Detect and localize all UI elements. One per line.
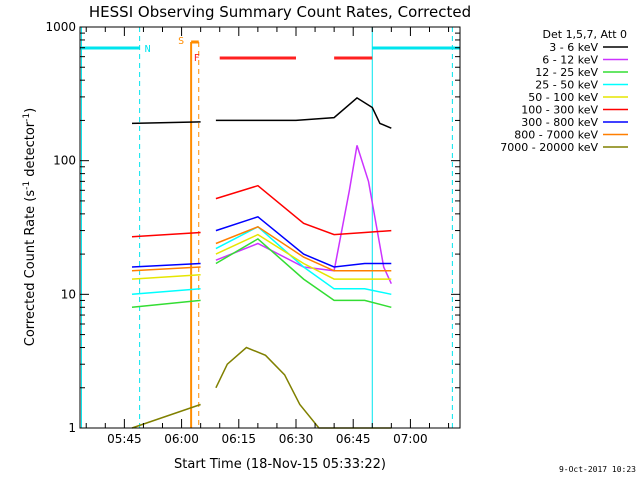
series-line [131, 299, 201, 309]
f-flag-label: F [194, 53, 200, 64]
y-axis-label-part1: Corrected Count Rate (s [23, 190, 38, 347]
series-line [131, 266, 201, 272]
y-tick-label: 10 [61, 287, 76, 301]
legend-entry-label: 100 - 300 keV [521, 104, 598, 117]
y-axis-label-part2: detector [23, 121, 38, 181]
chart-title: HESSI Observing Summary Count Rates, Cor… [89, 3, 471, 21]
legend-entry-label: 3 - 6 keV [549, 41, 598, 54]
legend-entry-label: 800 - 7000 keV [514, 129, 598, 142]
x-tick-label: 06:30 [279, 432, 314, 446]
x-tick-label: 07:00 [393, 432, 428, 446]
n-flag-label: N [145, 44, 151, 55]
s-flag-label: S [178, 36, 184, 47]
series-line [215, 237, 392, 309]
plot-area: N SF [80, 27, 460, 429]
legend-entry-label: 50 - 100 keV [528, 91, 598, 104]
legend-entry-label: 6 - 12 keV [542, 54, 598, 67]
series-line [131, 121, 201, 125]
y-axis-label: Corrected Count Rate (s-1 detector-1) [22, 108, 38, 346]
series-line [131, 262, 201, 268]
series-line [131, 274, 201, 280]
series-line [215, 184, 392, 236]
y-tick-label: 1 [68, 421, 76, 435]
legend-entry-label: 25 - 50 keV [535, 79, 598, 92]
series-line [215, 225, 392, 272]
legend-entry-label: 12 - 25 keV [535, 66, 598, 79]
series-line [215, 225, 392, 296]
x-tick-label: 05:45 [107, 432, 142, 446]
y-axis-label-sup2: -1 [22, 113, 32, 122]
y-axis-label-sup1: -1 [22, 181, 32, 190]
y-axis-label-part3: ) [23, 108, 38, 113]
series-line [215, 346, 392, 429]
footer-timestamp: 9-Oct-2017 10:23 [559, 465, 636, 474]
y-tick-label: 1000 [45, 20, 76, 34]
x-tick-label: 06:15 [221, 432, 256, 446]
x-tick-label: 06:00 [164, 432, 199, 446]
series-line [131, 288, 201, 296]
legend-entry-label: 300 - 800 keV [521, 116, 598, 129]
legend-entry-label: 7000 - 20000 keV [500, 141, 598, 154]
x-tick-label: 06:45 [336, 432, 371, 446]
series-line [215, 96, 392, 129]
x-axis: 05:45 06:00 06:15 06:30 06:45 07:00 [85, 27, 450, 446]
series-line [131, 231, 201, 238]
series-line [215, 233, 392, 280]
x-axis-label: Start Time (18-Nov-15 05:33:22) [174, 457, 386, 472]
plot-frame [79, 26, 461, 429]
series-line [215, 215, 392, 268]
y-tick-label: 100 [53, 154, 76, 168]
legend-title: Det 1,5,7, Att 0 [543, 28, 627, 41]
y-axis: 1 10 100 1000 [45, 20, 460, 435]
